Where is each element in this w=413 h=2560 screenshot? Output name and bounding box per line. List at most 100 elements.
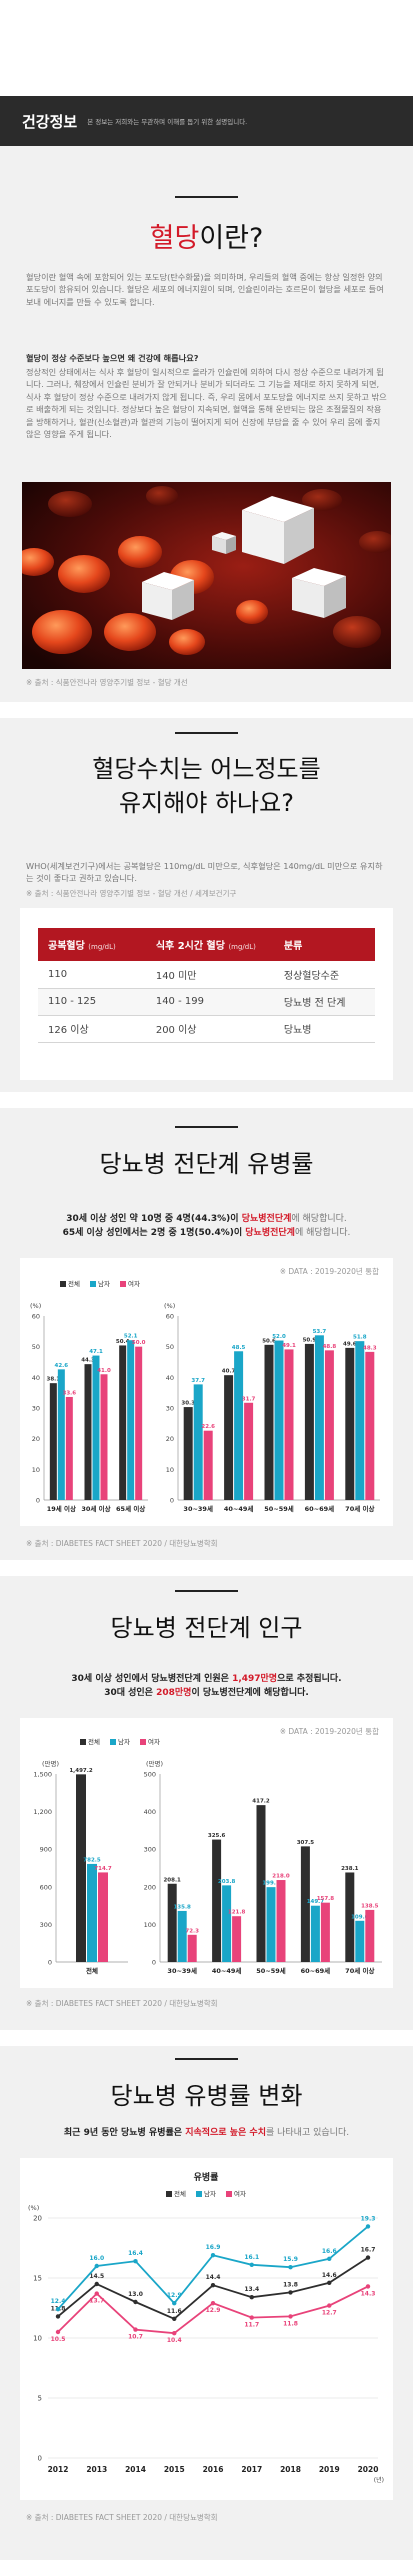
bar-value-label: 40.7 <box>222 1369 236 1375</box>
y-tick-label: 0 <box>170 1497 174 1505</box>
y-axis-unit: (%) <box>30 1302 41 1310</box>
bar-value-label: 307.5 <box>297 1840 315 1846</box>
y-tick-label: 30 <box>32 1405 40 1413</box>
blood-cell <box>169 629 205 655</box>
data-label: 14.3 <box>361 2290 376 2297</box>
bar-value-label: 52.0 <box>272 1334 286 1340</box>
bar-value-label: 157.8 <box>317 1896 335 1902</box>
y-axis-unit: (만명) <box>146 1759 163 1768</box>
section-title: 당뇨병 유병률 변화 <box>110 2082 303 2110</box>
table-row: 110 - 125 140 - 199 당뇨병 전 단계 <box>38 988 375 1016</box>
blood-cell <box>104 613 156 651</box>
blood-cell <box>118 536 162 568</box>
bar <box>100 1374 108 1500</box>
bar-value-label: 48.3 <box>363 1345 377 1351</box>
bar-value-label: 51.8 <box>353 1335 367 1341</box>
bar <box>98 1872 108 1962</box>
bar-value-label: 53.7 <box>313 1329 327 1335</box>
blood-cell <box>302 489 342 511</box>
y-tick-label: 400 <box>144 1808 156 1816</box>
data-label: 14.6 <box>322 2272 337 2279</box>
y-tick-label: 0 <box>38 2455 42 2463</box>
bar-value-label: 48.5 <box>232 1345 246 1351</box>
y-tick-label: 60 <box>166 1313 174 1321</box>
section-title: 당뇨병 전단계 인구 <box>110 1614 303 1642</box>
bar <box>320 1902 330 1962</box>
bar-value-label: 72.3 <box>185 1928 199 1934</box>
data-label: 16.6 <box>322 2248 337 2255</box>
bar <box>274 1340 284 1500</box>
header-description: 본 정보는 저희와는 무관하며 이해를 돕기 위한 설명입니다. <box>87 118 248 126</box>
bar-value-label: 33.6 <box>63 1390 77 1396</box>
bar-value-label: 135.8 <box>173 1904 191 1910</box>
section3-source: ※ 출처 : DIABETES FACT SHEET 2020 / 대한당뇨병학… <box>26 1539 218 1548</box>
data-label: 16.4 <box>128 2250 143 2257</box>
bar-value-label: 37.7 <box>191 1378 205 1384</box>
section-prevalence-trend: 당뇨병 유병률 변화 최근 9년 동안 당뇨병 유병률은 지속적으로 높은 수치… <box>0 2046 413 2560</box>
section-divider <box>175 732 238 734</box>
y-tick-label: 60 <box>32 1313 40 1321</box>
bar <box>49 1383 57 1500</box>
data-point <box>55 2314 61 2319</box>
bar <box>345 1347 355 1500</box>
bar <box>222 1885 232 1962</box>
sugar-cube-icon <box>292 568 346 618</box>
x-tick-label: 2018 <box>280 2465 301 2474</box>
y-tick-label: 0 <box>48 1959 52 1967</box>
data-point <box>288 2314 293 2319</box>
bar-value-label: 238.1 <box>341 1866 359 1872</box>
table-cell: 정상혈당수준 <box>273 961 375 989</box>
blood-sugar-table-card: 공복혈당 (mg/dL) 식후 2시간 혈당 (mg/dL) 분류 110 14… <box>20 908 393 1080</box>
bar <box>264 1344 274 1500</box>
data-point <box>327 2303 332 2308</box>
x-tick-label: 60~69세 <box>301 1966 331 1975</box>
section2-source: ※ 출처 : 식품안전나라 영양주기별 정보 - 혈당 개선 / 세계보건기구 <box>26 889 237 898</box>
legend-swatch <box>60 1281 66 1287</box>
data-point <box>133 2327 138 2332</box>
bar <box>212 1839 222 1962</box>
chart-title: 유병률 <box>194 2171 219 2183</box>
legend-label: 여자 <box>234 2189 246 2198</box>
x-tick-label: 2016 <box>203 2465 224 2474</box>
data-point <box>172 2316 177 2321</box>
bar <box>355 1920 365 1962</box>
data-point <box>94 2291 99 2296</box>
population-bar-chart: 전체 남자 여자 0 300 600 900 1,200 1,500 (만명) 1,497.2 782… <box>33 1737 382 1975</box>
prevalence-chart-card: ※ DATA : 2019-2020년 통합 전체 남자 여자 0 10 20 30 40 50… <box>20 1258 393 1526</box>
data-point <box>249 2262 254 2267</box>
legend-swatch <box>90 1281 96 1287</box>
bar <box>203 1430 213 1500</box>
bar-value-label: 121.8 <box>228 1910 246 1916</box>
bar <box>244 1402 254 1500</box>
legend-swatch <box>140 1739 146 1745</box>
bar-value-label: 199.1 <box>262 1881 280 1887</box>
y-tick-label: 20 <box>32 1435 40 1443</box>
y-tick-label: 1,500 <box>33 1771 52 1779</box>
bar <box>177 1910 187 1962</box>
bar-value-label: 149.7 <box>307 1899 325 1905</box>
x-tick-label: 50~59세 <box>264 1504 294 1513</box>
bar <box>65 1396 73 1500</box>
bar <box>92 1355 100 1500</box>
bar-value-label: 714.7 <box>94 1866 112 1872</box>
sugar-cube-icon <box>242 496 314 564</box>
section-title: 혈당수치는 어느정도를 유지해야 하나요? <box>0 752 413 820</box>
bar-value-label: 22.6 <box>201 1424 215 1430</box>
bar <box>183 1407 193 1500</box>
data-point <box>94 2263 99 2269</box>
section-prediabetes-prevalence: 당뇨병 전단계 유병률 30세 이상 성인 약 10명 중 4명(44.3%)이… <box>0 1108 413 1560</box>
bar-value-label: 30.3 <box>181 1401 195 1407</box>
table-cell: 140 미만 <box>145 961 274 989</box>
y-tick-label: 0 <box>152 1959 156 1967</box>
y-tick-label: 500 <box>144 1771 156 1779</box>
data-label: 10.7 <box>128 2334 143 2341</box>
data-label: 13.0 <box>128 2291 143 2298</box>
bar <box>187 1934 197 1962</box>
x-tick-label: 2019 <box>319 2465 340 2474</box>
data-note: ※ DATA : 2019-2020년 통합 <box>279 1267 379 1276</box>
legend-label: 여자 <box>128 1279 140 1288</box>
x-axis-unit: (년) <box>374 2476 384 2484</box>
data-label: 13.8 <box>283 2281 298 2288</box>
bar <box>365 1351 375 1500</box>
data-label: 13.4 <box>244 2286 259 2293</box>
